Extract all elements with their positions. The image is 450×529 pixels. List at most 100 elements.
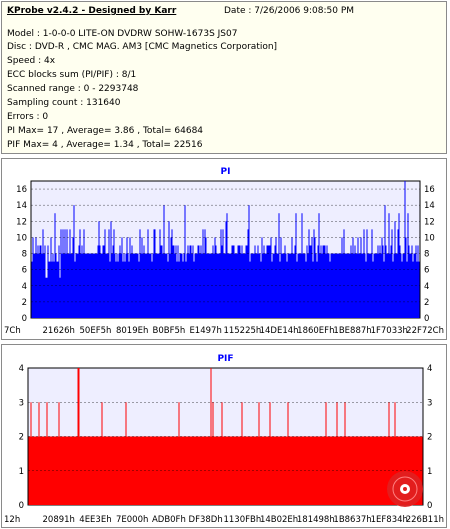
data-bar	[157, 253, 159, 318]
data-bar	[286, 436, 288, 505]
y-tick-label-right: 8	[424, 250, 429, 260]
data-bar	[212, 245, 214, 318]
data-bar	[289, 253, 291, 318]
data-bar	[145, 253, 147, 318]
data-bar	[246, 436, 248, 505]
data-bar	[291, 237, 293, 318]
data-bar	[126, 436, 128, 505]
data-bar	[270, 436, 272, 505]
data-bar	[125, 402, 127, 505]
data-bar	[382, 245, 384, 318]
data-bar	[187, 245, 189, 318]
data-bar	[167, 261, 169, 318]
data-bar	[381, 237, 383, 318]
data-bar	[171, 229, 173, 318]
data-bar	[60, 229, 62, 318]
data-bar	[386, 436, 388, 505]
data-bar	[220, 229, 222, 318]
y-tick-label-right: 6	[424, 266, 429, 276]
data-bar	[149, 253, 151, 318]
data-bar	[48, 261, 50, 318]
data-bar	[418, 261, 420, 318]
data-bar	[360, 237, 362, 318]
data-bar	[284, 245, 286, 318]
data-bar	[406, 436, 408, 505]
y-tick-label-right: 14	[424, 201, 435, 211]
x-tick-label: 1860EFh	[297, 326, 334, 336]
data-bar	[361, 253, 363, 318]
pif-stats-line: PIF Max= 4 , Average= 1.34 , Total= 2251…	[7, 140, 203, 150]
data-bar	[47, 245, 49, 318]
data-bar	[190, 436, 192, 505]
data-bar	[49, 261, 51, 318]
data-bar	[163, 205, 165, 318]
data-bar	[51, 261, 53, 318]
data-bar	[37, 245, 39, 318]
data-bar	[323, 245, 325, 318]
y-tick-label-right: 0	[427, 501, 432, 511]
data-bar	[316, 261, 318, 318]
data-bar	[384, 205, 386, 318]
data-bar	[366, 436, 368, 505]
data-bar	[101, 253, 103, 318]
data-bar	[56, 261, 58, 318]
data-bar	[411, 245, 413, 318]
data-bar	[190, 245, 192, 318]
data-bar	[414, 436, 416, 505]
data-bar	[310, 436, 312, 505]
data-bar	[61, 253, 63, 318]
data-bar	[74, 261, 76, 318]
data-bar	[287, 402, 289, 505]
data-bar	[324, 245, 326, 318]
data-bar	[311, 237, 313, 318]
data-bar	[242, 436, 244, 505]
y-tick-label-left: 6	[22, 266, 27, 276]
data-bar	[258, 402, 260, 505]
data-bar	[226, 213, 228, 318]
data-bar	[72, 237, 74, 318]
data-bar	[53, 261, 55, 318]
data-bar	[34, 436, 36, 505]
data-bar	[277, 253, 279, 318]
data-bar	[201, 253, 203, 318]
data-bar	[150, 436, 152, 505]
data-bar	[274, 436, 276, 505]
data-bar	[58, 402, 60, 505]
data-bar	[352, 237, 354, 318]
data-bar	[343, 229, 345, 318]
data-bar	[257, 245, 259, 318]
data-bar	[44, 245, 46, 318]
data-bar	[78, 245, 80, 318]
data-bar	[83, 229, 85, 318]
data-bar	[274, 245, 276, 318]
data-bar	[159, 229, 161, 318]
data-bar	[229, 253, 231, 318]
data-bar	[130, 436, 132, 505]
data-bar	[388, 402, 390, 505]
data-bar	[70, 436, 72, 505]
data-bar	[336, 402, 338, 505]
data-bar	[394, 402, 396, 505]
data-bar	[385, 245, 387, 318]
data-bar	[30, 402, 32, 505]
x-tick-label: 226B11h	[406, 515, 444, 525]
data-bar	[342, 436, 344, 505]
data-bar	[413, 253, 415, 318]
y-tick-label-left: 2	[22, 298, 27, 308]
data-bar	[253, 253, 255, 318]
x-tick-label: 4EE3Eh	[79, 515, 111, 525]
data-bar	[317, 245, 319, 318]
y-tick-label-right: 4	[424, 282, 429, 292]
x-tick-label: 14B02Eh	[260, 515, 298, 525]
data-bar	[221, 245, 223, 318]
data-bar	[39, 245, 41, 318]
data-bar	[218, 436, 220, 505]
data-bar	[325, 253, 327, 318]
data-bar	[337, 253, 339, 318]
data-bar	[93, 253, 95, 318]
data-bar	[249, 261, 251, 318]
data-bar	[260, 261, 262, 318]
data-bar	[246, 245, 248, 318]
data-bar	[382, 436, 384, 505]
data-bar	[162, 436, 164, 505]
